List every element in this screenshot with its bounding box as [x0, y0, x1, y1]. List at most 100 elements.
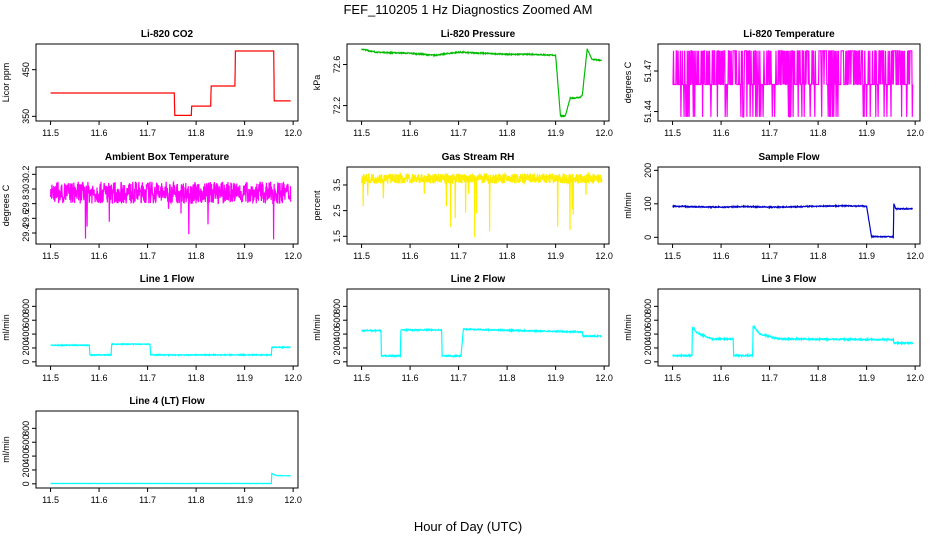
x-tick-label: 12.0	[284, 373, 302, 383]
x-tick-label: 11.9	[236, 251, 253, 261]
x-tick-label: 11.5	[42, 251, 59, 261]
x-tick-label: 12.0	[595, 128, 613, 138]
x-tick-label: 11.8	[499, 128, 516, 138]
series-line	[361, 171, 603, 238]
x-tick-label: 11.6	[91, 251, 108, 261]
y-axis-label: degrees C	[1, 184, 11, 226]
y-axis-label: ml/min	[1, 436, 11, 463]
plot-frame	[35, 288, 299, 367]
panel-title: Line 2 Flow	[451, 274, 506, 285]
y-tick-label: 0	[643, 359, 653, 364]
y-tick-label: 29.8	[21, 195, 31, 213]
series-line	[672, 50, 914, 118]
y-axis-label: Licor ppm	[1, 63, 11, 103]
x-tick-label: 11.5	[353, 251, 370, 261]
x-tick-label: 12.0	[284, 128, 302, 138]
panel-title: Li-820 Pressure	[441, 29, 516, 40]
series-line	[361, 48, 602, 118]
x-tick-label: 11.6	[402, 373, 419, 383]
x-tick-label: 11.6	[91, 373, 108, 383]
y-tick-label: 600	[21, 435, 31, 450]
x-tick-label: 11.5	[664, 128, 681, 138]
panel-9: Line 3 Flow 11.5 11.6 11.7 11.8 11.9 12.0 0 2004…	[623, 274, 924, 383]
y-tick-label: 600	[21, 313, 31, 328]
x-tick-label: 11.6	[402, 251, 419, 261]
y-tick-label: 400	[21, 327, 31, 342]
x-tick-label: 11.7	[139, 128, 156, 138]
panel-title: Ambient Box Temperature	[105, 152, 230, 163]
panel-title: Line 3 Flow	[762, 274, 817, 285]
x-tick-label: 11.8	[810, 251, 827, 261]
panel-title: Line 1 Flow	[140, 274, 195, 285]
y-tick-label: 30	[21, 184, 31, 194]
x-tick-label: 11.9	[547, 251, 564, 261]
y-axis-label: ml/min	[312, 314, 322, 341]
x-tick-label: 11.9	[858, 251, 875, 261]
panel-title: Li-820 CO2	[141, 29, 194, 40]
x-tick-label: 11.7	[450, 251, 467, 261]
figure-title: FEF_110205 1 Hz Diagnostics Zoomed AM	[343, 2, 592, 17]
series-line	[672, 324, 914, 359]
y-tick-label: 600	[643, 313, 653, 328]
x-tick-label: 12.0	[906, 128, 924, 138]
x-tick-label: 12.0	[595, 251, 613, 261]
series-line	[50, 342, 292, 358]
y-tick-label: 100	[643, 196, 653, 211]
panel-grid: Li-820 CO2 11.5 11.6 11.7 11.8 11.9 12.0 350 450…	[1, 29, 924, 505]
plot-frame	[657, 288, 921, 367]
x-tick-label: 11.7	[450, 128, 467, 138]
x-tick-label: 12.0	[595, 373, 613, 383]
y-tick-label: 2.5	[332, 204, 342, 217]
x-tick-label: 11.5	[353, 128, 370, 138]
y-tick-label: 72.6	[332, 56, 342, 74]
x-tick-label: 11.7	[761, 251, 778, 261]
panel-2: Li-820 Pressure 11.5 11.6 11.7 11.8 11.9 12.0 7…	[312, 29, 613, 138]
series-line	[672, 203, 913, 240]
x-tick-label: 11.6	[713, 373, 730, 383]
y-tick-label: 200	[332, 340, 342, 355]
y-tick-label: 450	[21, 62, 31, 77]
x-tick-label: 11.9	[858, 373, 875, 383]
y-tick-label: 400	[643, 327, 653, 342]
y-tick-label: 800	[643, 299, 653, 314]
x-tick-label: 11.9	[547, 373, 564, 383]
panel-title: Sample Flow	[758, 152, 819, 163]
panel-8: Line 2 Flow 11.5 11.6 11.7 11.8 11.9 12.0 0 2004…	[312, 274, 613, 383]
y-tick-label: 29.4	[21, 224, 31, 242]
y-tick-label: 0	[332, 359, 342, 364]
x-tick-label: 11.5	[42, 495, 59, 505]
plot-frame	[35, 410, 299, 489]
x-tick-label: 11.7	[761, 128, 778, 138]
plot-frame	[35, 43, 299, 122]
x-tick-label: 11.5	[664, 251, 681, 261]
panel-7: Line 1 Flow 11.5 11.6 11.7 11.8 11.9 12.0 0 2004…	[1, 274, 302, 383]
y-tick-label: 600	[332, 313, 342, 328]
series-line	[361, 327, 603, 359]
y-tick-label: 400	[21, 449, 31, 464]
x-tick-label: 11.8	[188, 251, 205, 261]
x-tick-label: 11.9	[236, 128, 253, 138]
y-tick-label: 51.44	[643, 100, 653, 123]
y-tick-label: 800	[332, 299, 342, 314]
x-tick-label: 11.8	[499, 251, 516, 261]
x-tick-label: 11.6	[91, 128, 108, 138]
x-tick-label: 11.5	[353, 373, 370, 383]
x-tick-label: 11.7	[139, 251, 156, 261]
y-tick-label: 51.47	[643, 60, 653, 83]
plot-frame	[346, 166, 610, 245]
x-tick-label: 11.9	[236, 373, 253, 383]
y-tick-label: 200	[21, 462, 31, 477]
y-tick-label: 200	[643, 340, 653, 355]
y-tick-label: 350	[21, 109, 31, 124]
x-tick-label: 11.9	[858, 128, 875, 138]
x-tick-label: 11.8	[188, 128, 205, 138]
y-tick-label: 800	[21, 299, 31, 314]
y-axis-label: ml/min	[623, 314, 633, 341]
x-tick-label: 11.8	[188, 373, 205, 383]
x-tick-label: 11.5	[42, 128, 59, 138]
panel-6: Sample Flow 11.5 11.6 11.7 11.8 11.9 12.0 0 100 2…	[623, 152, 924, 261]
series-line	[50, 180, 292, 240]
y-tick-label: 800	[21, 421, 31, 436]
x-tick-label: 11.7	[450, 373, 467, 383]
